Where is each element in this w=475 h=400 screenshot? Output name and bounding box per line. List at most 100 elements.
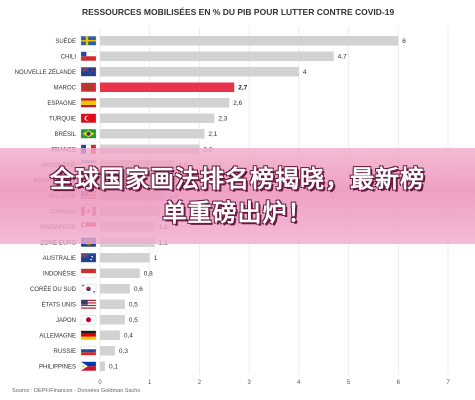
country-label: JAPON [56, 318, 76, 324]
flag-part [81, 333, 96, 337]
flag-border [80, 315, 97, 325]
bar [100, 299, 125, 309]
flag-part [81, 303, 96, 305]
new-zealand-flag-icon [80, 67, 97, 77]
flag-part [81, 301, 96, 303]
data-label: 6 [402, 38, 406, 45]
data-label: 0,1 [109, 364, 118, 371]
x-tick-label: 7 [446, 380, 450, 386]
flag-border [80, 361, 97, 371]
bar [100, 268, 140, 278]
flag-part [86, 84, 91, 90]
data-label: 2,6 [233, 100, 242, 107]
flag-part [81, 336, 96, 340]
x-tick-label: 5 [347, 380, 351, 386]
flag-part [91, 69, 93, 72]
morocco-flag-icon [80, 82, 97, 92]
country-label: NOUVELLE ZÉLANDE [15, 69, 76, 76]
flag-part [81, 361, 88, 371]
chile-flag-icon [80, 51, 97, 61]
flag-part [81, 51, 87, 57]
bar-row: ÉTATS UNIS 0,5 [42, 299, 138, 309]
overlay-banner: 全球国家画法排名榜揭晓，最新榜单重磅出炉！ [0, 148, 475, 244]
flag-part [81, 268, 96, 274]
bar-row: JAPON 0,5 [56, 315, 138, 325]
country-label: CHILI [61, 54, 77, 60]
banner-headline: 全球国家画法排名榜揭晓，最新榜单重磅出炉！ [50, 165, 425, 227]
data-label: 4 [303, 69, 307, 76]
flag-part [81, 302, 96, 304]
data-label: 4,7 [338, 54, 347, 61]
flag-part [81, 366, 96, 371]
flag-part [90, 258, 92, 261]
flag-part [81, 273, 96, 278]
data-label: 0,5 [129, 317, 138, 324]
data-label: 0,3 [119, 348, 128, 355]
flag-part [90, 72, 92, 75]
bar-row: RUSSIE 0,3 [54, 346, 128, 356]
data-label: 0,6 [134, 286, 143, 293]
bar-row: ALLEMAGNE 0,4 [39, 330, 133, 340]
x-tick-label: 4 [297, 380, 301, 386]
flag-part [81, 82, 96, 92]
flag-part [82, 365, 85, 368]
bar-row: CHILI 4,7 [61, 51, 347, 61]
flag-part [81, 255, 89, 256]
flag-border [80, 268, 97, 278]
bar [100, 315, 125, 325]
bar-row: NOUVELLE ZÉLANDE 4 [15, 67, 307, 77]
flag-border [80, 67, 97, 77]
brazil-flag-icon [80, 129, 97, 139]
flag-part [92, 291, 95, 293]
flag-border [80, 129, 97, 139]
x-tick-label: 2 [198, 380, 202, 386]
data-label: 0,8 [144, 271, 153, 278]
data-label: 1 [154, 255, 158, 262]
flag-part [81, 51, 96, 57]
turkey-flag-icon [80, 113, 97, 123]
country-label: CORÉE DU SUD [30, 286, 77, 293]
bar-row: PHILIPPINES 0,1 [39, 361, 118, 371]
country-label: MAROC [54, 85, 77, 91]
data-label: 2,1 [208, 131, 217, 138]
bar-row: INDONÉSIE 0,8 [43, 268, 153, 278]
flag-part [85, 317, 92, 323]
country-label: AUSTRALIE [43, 256, 76, 262]
bar [100, 82, 235, 92]
source-note: Source : DEPF/Finances - Données Goldman… [12, 388, 140, 394]
bar-row: AUSTRALIE 1 [43, 253, 158, 263]
country-label: TURQUIE [49, 116, 76, 122]
bar-row: SUÈDE 6 [55, 36, 406, 46]
flag-part [81, 307, 96, 309]
flag-border [80, 299, 97, 309]
flag-part [81, 40, 96, 42]
flag-part [81, 330, 96, 334]
flag-part [81, 299, 88, 305]
x-tick-label: 1 [148, 380, 152, 386]
south-korea-flag-icon [80, 284, 97, 294]
flag-part [81, 69, 89, 70]
data-label: 2,7 [238, 85, 247, 92]
data-label: 2,3 [218, 116, 227, 123]
x-tick-label: 3 [247, 380, 251, 386]
data-label: 0,5 [129, 302, 138, 309]
flag-part [85, 116, 90, 121]
bar [100, 346, 115, 356]
country-label: BRÉSIL [55, 131, 77, 138]
flag-border [80, 253, 97, 263]
philippines-flag-icon [80, 361, 97, 371]
bar-row: MAROC 2,7 [54, 82, 248, 92]
country-label: SUÈDE [55, 38, 76, 45]
flag-border [80, 284, 97, 294]
flag-part [82, 285, 85, 287]
flag-part [81, 352, 96, 356]
flag-part [81, 306, 96, 308]
flag-border [80, 330, 97, 340]
flag-part [81, 100, 96, 105]
flag-border [80, 82, 97, 92]
country-label: INDONÉSIE [43, 270, 76, 277]
bar [100, 98, 230, 108]
bar-row: CORÉE DU SUD 0,6 [30, 284, 143, 294]
flag-border [80, 113, 97, 123]
